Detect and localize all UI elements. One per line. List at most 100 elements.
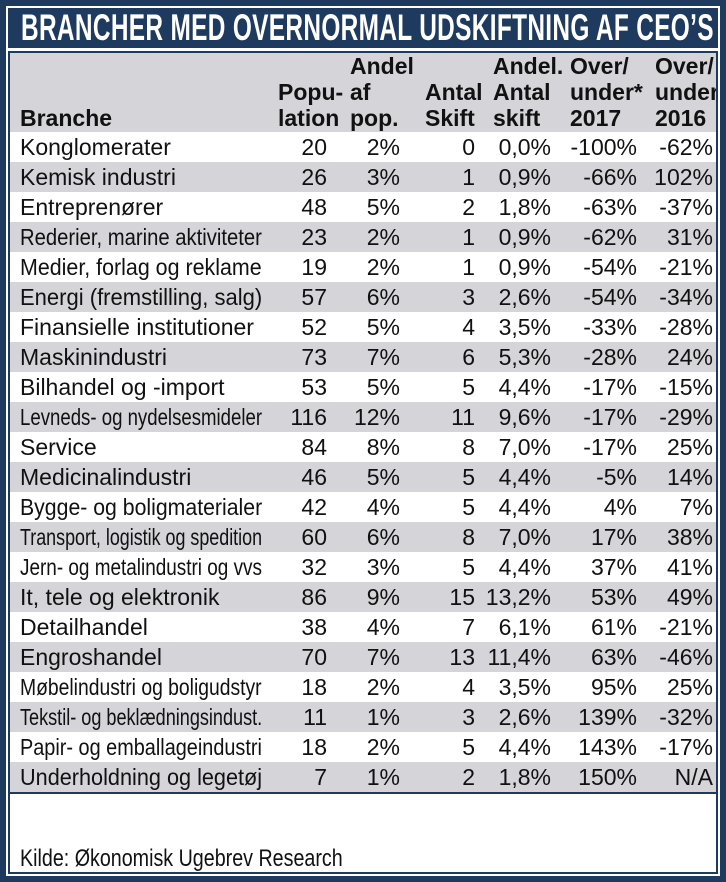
value-cell: -5% bbox=[596, 463, 637, 490]
value-cell: 2 bbox=[462, 763, 475, 790]
value-cell: 0,9% bbox=[498, 223, 551, 250]
table-row: Jern- og metalindustri og vvs 32 3% 5 4,4% 37… bbox=[10, 552, 716, 582]
value-cell: -21% bbox=[659, 253, 713, 280]
branche-label: Bygge- og boligmaterialer bbox=[20, 493, 262, 520]
value-cell: -66% bbox=[583, 163, 637, 190]
value-cell: 2,6% bbox=[498, 283, 551, 310]
table-container: Branche Popu- lation Andel af pop. Antal… bbox=[8, 51, 718, 874]
value-cell: 7% bbox=[366, 643, 400, 670]
value-cell: 7 bbox=[462, 613, 475, 640]
value-cell: 1,8% bbox=[498, 193, 551, 220]
value-cell: 25% bbox=[666, 673, 713, 700]
value-cell: 86 bbox=[301, 583, 327, 610]
value-cell: 7% bbox=[679, 493, 713, 520]
branche-cell: Medicinalindustri bbox=[10, 462, 262, 492]
value-cell: 1,8% bbox=[498, 763, 551, 790]
table-row: Service 84 8% 8 7,0% -17% 25% bbox=[10, 432, 716, 462]
value-cell: 49% bbox=[666, 583, 713, 610]
data-table: Branche Popu- lation Andel af pop. Antal… bbox=[10, 53, 716, 792]
table-row: Underholdning og legetøj 7 1% 2 1,8% 150% N/A bbox=[10, 762, 716, 792]
value-cell: -29% bbox=[659, 403, 713, 430]
branche-label: Transport, logistik og spedition bbox=[20, 523, 262, 550]
value-cell: 2% bbox=[366, 133, 400, 160]
footer-text: Kilde: Økonomisk Ugebrev Research Note: … bbox=[20, 796, 716, 872]
value-cell: 5 bbox=[462, 373, 475, 400]
value-cell: 0,9% bbox=[498, 163, 551, 190]
table-row: Engroshandel 70 7% 13 11,4% 63% -46% bbox=[10, 642, 716, 672]
table-row: Møbelindustri og boligudstyr 18 2% 4 3,5% 95%… bbox=[10, 672, 716, 702]
branche-cell: Møbelindustri og boligudstyr bbox=[10, 672, 262, 702]
value-cell: 31% bbox=[666, 223, 713, 250]
branche-cell: It, tele og elektronik bbox=[10, 582, 262, 612]
value-cell: -33% bbox=[583, 313, 637, 340]
branche-label: Detailhandel bbox=[20, 613, 148, 640]
value-cell: 8 bbox=[462, 433, 475, 460]
value-cell: 11,4% bbox=[487, 643, 551, 670]
branche-cell: Levneds- og nydelsesmideler bbox=[10, 402, 262, 432]
table-row: Detailhandel 38 4% 7 6,1% 61% -21% bbox=[10, 612, 716, 642]
value-cell: 8% bbox=[366, 433, 400, 460]
branche-cell: Bygge- og boligmaterialer bbox=[10, 492, 262, 522]
table-body: Konglomerater 20 2% 0 0,0% -100% -62% Kemisk in… bbox=[10, 132, 716, 792]
table-row: Bygge- og boligmaterialer 42 4% 5 4,4% 4% 7% bbox=[10, 492, 716, 522]
table-row: Entreprenører 48 5% 2 1,8% -63% -37% bbox=[10, 192, 716, 222]
col-header-over-under-2017: Over/ under* 2017 bbox=[570, 53, 643, 131]
value-cell: N/A bbox=[674, 763, 713, 790]
col-header-antal-skift: Antal Skift bbox=[425, 79, 483, 131]
table-footer: Kilde: Økonomisk Ugebrev Research Note: … bbox=[10, 792, 716, 872]
value-cell: 17% bbox=[590, 523, 637, 550]
value-cell: -32% bbox=[659, 703, 713, 730]
value-cell: 57 bbox=[301, 283, 327, 310]
value-cell: 3 bbox=[462, 283, 475, 310]
table-row: Transport, logistik og spedition 60 6% 8 7,0… bbox=[10, 522, 716, 552]
value-cell: 5% bbox=[366, 313, 400, 340]
value-cell: 5 bbox=[462, 463, 475, 490]
table-row: Maskinindustri 73 7% 6 5,3% -28% 24% bbox=[10, 342, 716, 372]
value-cell: 11 bbox=[451, 403, 475, 430]
value-cell: 42 bbox=[301, 493, 327, 520]
value-cell: -28% bbox=[659, 313, 713, 340]
value-cell: 70 bbox=[301, 643, 327, 670]
value-cell: 63% bbox=[590, 643, 637, 670]
value-cell: 53 bbox=[301, 373, 327, 400]
branche-cell: Medier, forlag og reklame bbox=[10, 252, 262, 282]
value-cell: 8 bbox=[462, 523, 475, 550]
value-cell: 26 bbox=[301, 163, 327, 190]
value-cell: 143% bbox=[578, 733, 637, 760]
value-cell: 5 bbox=[462, 733, 475, 760]
value-cell: 52 bbox=[301, 313, 327, 340]
branche-label: Service bbox=[20, 433, 97, 460]
value-cell: 2% bbox=[366, 253, 400, 280]
branche-cell: Konglomerater bbox=[10, 132, 262, 162]
table-row: Levneds- og nydelsesmideler 116 12% 11 9,6% -… bbox=[10, 402, 716, 432]
value-cell: 2 bbox=[462, 193, 475, 220]
value-cell: 7% bbox=[366, 343, 400, 370]
value-cell: 4,4% bbox=[498, 493, 551, 520]
value-cell: 4,4% bbox=[498, 373, 551, 400]
col-header-andel-af-pop: Andel af pop. bbox=[350, 53, 414, 131]
value-cell: 20 bbox=[301, 133, 327, 160]
value-cell: 5% bbox=[366, 193, 400, 220]
value-cell: 12% bbox=[353, 403, 400, 430]
branche-label: Kemisk industri bbox=[20, 163, 176, 190]
value-cell: 3,5% bbox=[498, 313, 551, 340]
value-cell: -62% bbox=[659, 133, 713, 160]
col-header-branche: Branche bbox=[20, 105, 113, 131]
col-header-over-under-2016: Over/ under 2016 bbox=[655, 53, 718, 131]
value-cell: 2% bbox=[366, 673, 400, 700]
branche-label: Levneds- og nydelsesmideler bbox=[20, 403, 262, 430]
branche-label: Underholdning og legetøj bbox=[20, 763, 262, 790]
branche-label: Engroshandel bbox=[20, 643, 162, 670]
table-row: Kemisk industri 26 3% 1 0,9% -66% 102% bbox=[10, 162, 716, 192]
value-cell: 5 bbox=[462, 493, 475, 520]
value-cell: -17% bbox=[583, 433, 637, 460]
branche-label: Medicinalindustri bbox=[20, 463, 192, 490]
branche-cell: Energi (fremstilling, salg) bbox=[10, 282, 262, 312]
value-cell: 6 bbox=[462, 343, 475, 370]
branche-label: Papir- og emballageindustri bbox=[20, 733, 262, 760]
table-row: Energi (fremstilling, salg) 57 6% 3 2,6% -54%… bbox=[10, 282, 716, 312]
value-cell: 0,9% bbox=[498, 253, 551, 280]
value-cell: 6% bbox=[366, 523, 400, 550]
value-cell: 24% bbox=[666, 343, 713, 370]
value-cell: 1% bbox=[366, 703, 400, 730]
